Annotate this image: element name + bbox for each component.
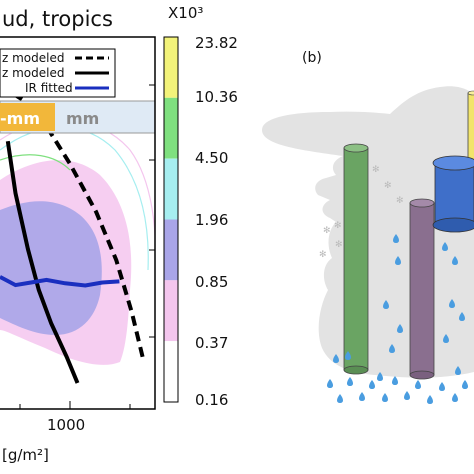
schematic-panel: (b) ✻✻✻ ✻✻✻ ✻✻✻ ✻✻✻ — [262, 50, 474, 404]
svg-text:✻: ✻ — [396, 196, 404, 206]
colorbar-tick-label: 23.82 — [195, 34, 238, 52]
colorbar — [163, 36, 179, 403]
raindrop-icon — [389, 344, 395, 353]
raindrop-icon — [369, 380, 375, 389]
category-cell-left — [0, 103, 55, 131]
legend-label-solid: z modeled — [2, 66, 64, 80]
x-tick-label: 1000 — [47, 416, 85, 434]
colorbar-tick-labels: 23.82 10.36 4.50 1.96 0.85 0.37 0.16 — [195, 34, 238, 409]
raindrop-icon — [443, 334, 449, 343]
series-line-ir-fitted — [0, 275, 120, 288]
raindrop-icon — [337, 394, 343, 403]
colorbar-segment — [164, 341, 178, 402]
panel-label-b: (b) — [302, 50, 322, 66]
stratiform-column-purple — [409, 198, 435, 380]
plot-right-ticks — [149, 84, 155, 338]
category-label-left: -mm — [0, 109, 40, 128]
raindrop-icon — [397, 324, 403, 333]
raindrop-icon — [395, 256, 401, 265]
column-blue — [432, 155, 474, 233]
raindrop-icon — [452, 256, 458, 265]
x-axis-label: [g/m²] — [2, 446, 49, 464]
raindrop-icon — [449, 299, 455, 308]
raindrop-icon — [462, 380, 468, 389]
raindrop-icon — [455, 366, 461, 375]
raindrop-icon — [452, 393, 458, 402]
raindrop-icon — [393, 234, 399, 243]
category-label-right: mm — [66, 109, 99, 128]
raindrop-icon — [382, 393, 388, 402]
raindrop-icon — [439, 382, 445, 391]
raindrop-icon — [415, 380, 421, 389]
svg-text:✻: ✻ — [384, 181, 392, 191]
legend-label-ir: IR fitted — [25, 81, 73, 95]
colorbar-tick-label: 0.37 — [195, 334, 228, 352]
plot-bottom-ticks — [19, 401, 131, 409]
plot-frame — [0, 36, 156, 410]
raindrop-icon — [333, 354, 339, 363]
svg-text:✻: ✻ — [335, 240, 343, 250]
raindrop-icon — [459, 312, 465, 321]
chart-title: ud, tropics — [2, 7, 113, 31]
colorbar-tick-label: 1.96 — [195, 211, 228, 229]
colorbar-segment — [164, 219, 178, 281]
raindrop-icon — [327, 379, 333, 388]
colorbar-segment — [164, 280, 178, 342]
svg-text:✻: ✻ — [372, 165, 380, 175]
colorbar-segment — [164, 97, 178, 159]
colorbar-tick-label: 10.36 — [195, 88, 238, 106]
colorbar-tick-label: 0.16 — [195, 391, 228, 409]
svg-text:✻: ✻ — [334, 221, 342, 231]
raindrop-icon — [427, 395, 433, 404]
colorbar-tick-label: 4.50 — [195, 149, 228, 167]
svg-text:✻: ✻ — [323, 226, 331, 236]
colorbar-segment — [164, 37, 178, 98]
colorbar-tick-label: 0.85 — [195, 273, 228, 291]
raindrop-icon — [392, 376, 398, 385]
colorbar-segment — [164, 158, 178, 220]
legend-label-dashed: z modeled — [2, 51, 64, 65]
raindrop-icon — [442, 242, 448, 251]
plot-area: -mm mm z modeled z modeled IR fitted — [0, 37, 155, 409]
convective-column-green — [343, 143, 369, 375]
raindrop-icons — [327, 234, 468, 404]
raindrop-icon — [345, 351, 351, 360]
raindrop-icon — [377, 372, 383, 381]
svg-text:✻: ✻ — [319, 250, 327, 260]
colorbar-frame — [163, 36, 179, 403]
raindrop-icon — [359, 392, 365, 401]
raindrop-icon — [383, 300, 389, 309]
density-contour-green — [0, 154, 71, 171]
raindrop-icon — [347, 377, 353, 386]
raindrop-icon — [404, 391, 410, 400]
colorbar-multiplier: X10³ — [168, 4, 203, 22]
series-line-solid — [5, 140, 80, 384]
